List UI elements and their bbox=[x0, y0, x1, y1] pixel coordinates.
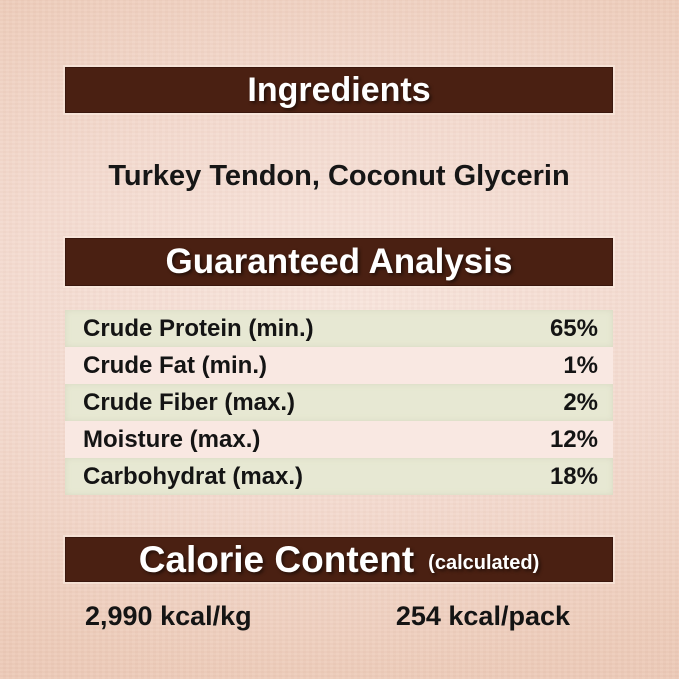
calorie-content-title: Calorie Content bbox=[138, 538, 415, 580]
table-row: Crude Fat (min.) 1% bbox=[65, 347, 613, 384]
nutrient-label: Crude Protein (min.) bbox=[83, 314, 314, 342]
table-row: Moisture (max.) 12% bbox=[65, 421, 613, 458]
table-row: Crude Fiber (max.) 2% bbox=[65, 384, 613, 421]
nutrient-label: Moisture (max.) bbox=[83, 425, 261, 453]
ingredients-header-bar: Ingredients bbox=[65, 67, 613, 113]
calorie-content-header-bar: Calorie Content (calculated) bbox=[65, 537, 613, 582]
guaranteed-analysis-table: Crude Protein (min.) 65% Crude Fat (min.… bbox=[65, 310, 613, 495]
nutrient-value: 1% bbox=[563, 351, 598, 379]
calorie-content-subtitle: (calculated) bbox=[428, 552, 540, 574]
nutrient-label: Carbohydrat (max.) bbox=[83, 462, 304, 490]
calories-per-pack: 254 kcal/pack bbox=[395, 601, 570, 631]
table-row: Carbohydrat (max.) 18% bbox=[65, 458, 613, 495]
ingredients-title: Ingredients bbox=[247, 70, 431, 109]
nutrient-value: 2% bbox=[563, 388, 598, 416]
nutrient-value: 12% bbox=[549, 425, 598, 453]
nutrient-label: Crude Fiber (max.) bbox=[83, 388, 296, 416]
guaranteed-analysis-title: Guaranteed Analysis bbox=[165, 242, 513, 281]
ingredients-list: Turkey Tendon, Coconut Glycerin bbox=[108, 160, 570, 192]
nutrient-value: 65% bbox=[549, 314, 598, 342]
nutrient-value: 18% bbox=[549, 462, 598, 490]
guaranteed-analysis-header-bar: Guaranteed Analysis bbox=[65, 238, 613, 286]
table-row: Crude Protein (min.) 65% bbox=[65, 310, 613, 347]
calories-per-kg: 2,990 kcal/kg bbox=[85, 601, 252, 631]
calorie-values-row: 2,990 kcal/kg 254 kcal/pack bbox=[65, 601, 613, 632]
nutrient-label: Crude Fat (min.) bbox=[83, 351, 267, 379]
